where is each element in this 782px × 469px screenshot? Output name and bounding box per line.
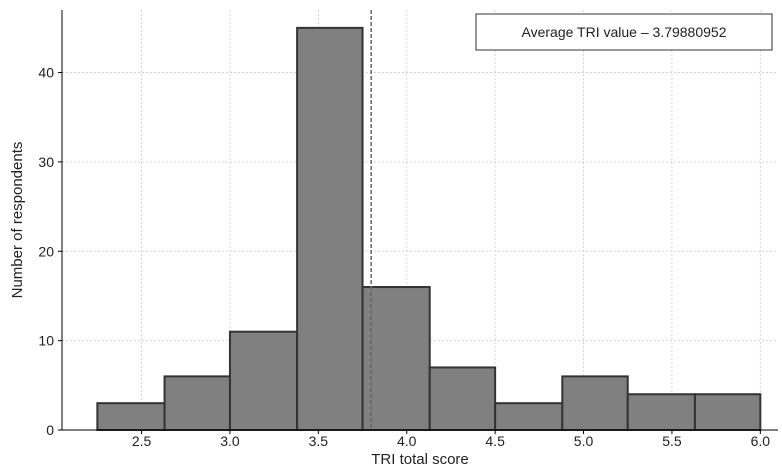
x-axis-ticks: 2.5 3.0 3.5 4.0 4.5 5.0 5.5 6.0 bbox=[132, 430, 770, 449]
histogram-bar bbox=[296, 26, 364, 431]
histogram-bars bbox=[96, 26, 762, 432]
x-tick-label: 2.5 bbox=[132, 433, 152, 449]
histogram-bar bbox=[96, 402, 166, 432]
legend-mean-label: Average TRI value – 3.79880952 bbox=[522, 24, 727, 40]
x-tick-label: 5.0 bbox=[574, 433, 594, 449]
y-axis-ticks: 0 10 20 30 40 bbox=[38, 65, 62, 438]
x-tick-label: 5.5 bbox=[662, 433, 682, 449]
histogram-bar bbox=[561, 375, 629, 431]
y-axis-label: Number of respondents bbox=[9, 142, 26, 299]
histogram-bar bbox=[626, 393, 696, 431]
y-tick-label: 0 bbox=[46, 422, 54, 438]
y-tick-label: 20 bbox=[38, 243, 54, 259]
x-tick-label: 3.5 bbox=[309, 433, 329, 449]
histogram-bar bbox=[361, 286, 431, 431]
histogram-bar bbox=[693, 393, 762, 431]
y-tick-label: 40 bbox=[38, 65, 54, 81]
histogram-bar bbox=[494, 402, 564, 432]
histogram-bar bbox=[228, 330, 299, 431]
histogram-bar bbox=[163, 375, 231, 431]
axes bbox=[61, 10, 778, 431]
histogram-bar bbox=[428, 366, 497, 431]
x-tick-label: 6.0 bbox=[751, 433, 771, 449]
legend-box bbox=[475, 13, 773, 51]
x-tick-label: 3.0 bbox=[220, 433, 240, 449]
legend: Average TRI value – 3.79880952 bbox=[475, 13, 773, 51]
x-tick-label: 4.0 bbox=[397, 433, 417, 449]
y-tick-label: 30 bbox=[38, 154, 54, 170]
y-tick-label: 10 bbox=[38, 333, 54, 349]
x-tick-label: 4.5 bbox=[485, 433, 505, 449]
x-axis-label: TRI total score bbox=[371, 451, 469, 468]
